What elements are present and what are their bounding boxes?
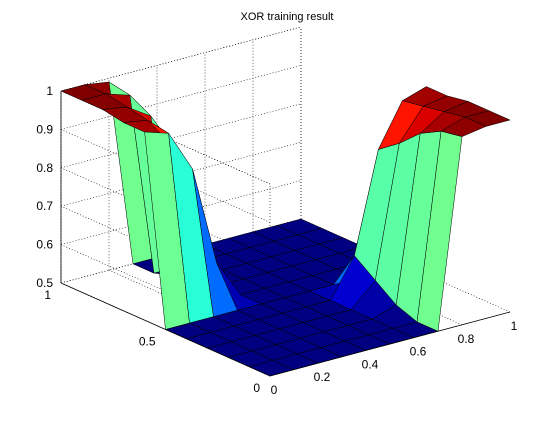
surface-patch <box>464 110 511 127</box>
chart-title: XOR training result <box>241 11 334 23</box>
z-tick-label: 0.8 <box>36 161 53 175</box>
x-tick-label: 0.6 <box>410 345 427 359</box>
y-axis-line <box>60 282 271 377</box>
surface <box>60 81 511 377</box>
x-tick-label: 0.8 <box>458 332 475 346</box>
y-tick-label: 1 <box>44 288 51 302</box>
gridline-z-right <box>60 26 302 92</box>
y-tick-label: 0.5 <box>139 335 156 349</box>
z-tick-label: 0.9 <box>36 122 53 136</box>
x-axis-line <box>269 311 511 377</box>
y-tick-label: 0 <box>253 381 260 395</box>
x-tick-label: 0 <box>271 383 278 397</box>
box-edge <box>60 26 302 92</box>
z-tick-label: 0.5 <box>36 276 53 290</box>
x-tick-label: 1 <box>511 319 518 333</box>
axes <box>60 91 511 377</box>
x-tick-label: 0.2 <box>314 370 331 384</box>
z-tick-label: 0.7 <box>36 199 53 213</box>
x-tick-label: 0.4 <box>362 357 379 371</box>
z-tick-label: 0.6 <box>36 238 53 252</box>
z-tick-label: 1 <box>46 84 53 98</box>
